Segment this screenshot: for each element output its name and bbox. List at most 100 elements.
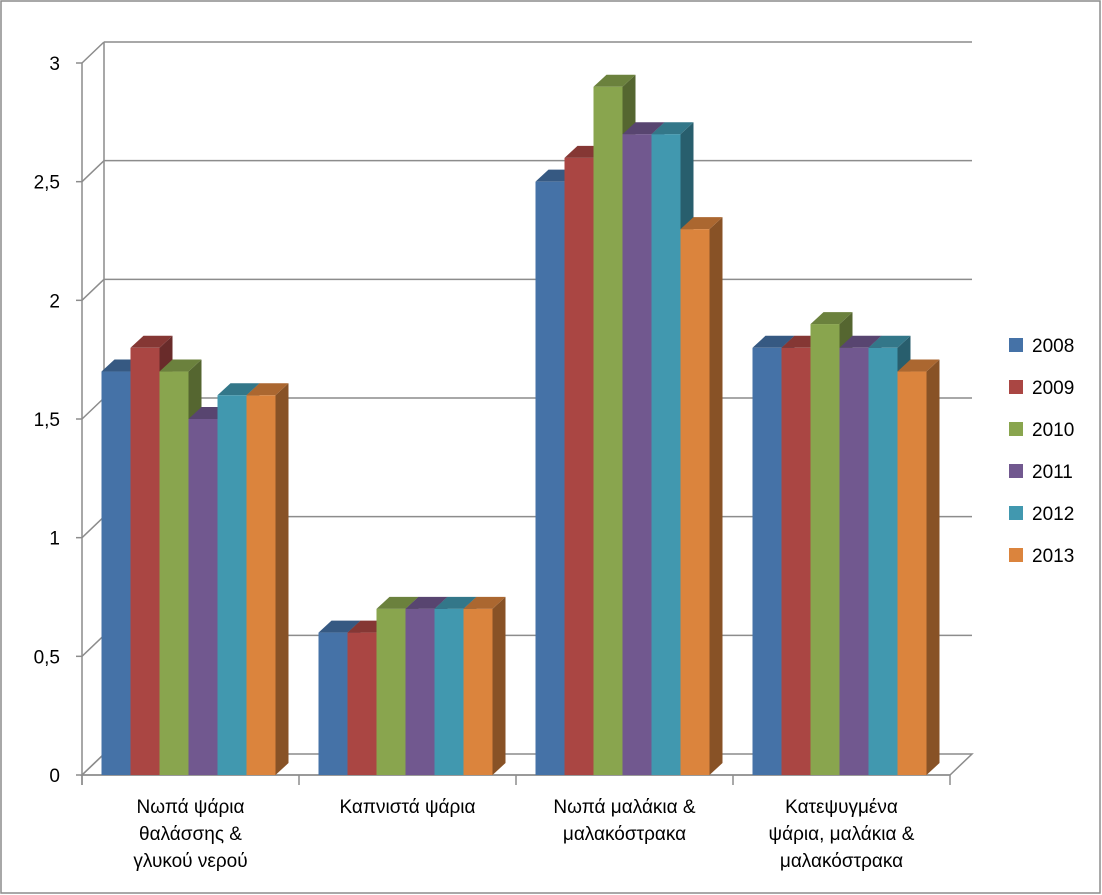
bar-front	[781, 347, 811, 775]
bar-front	[217, 395, 247, 775]
bar-front	[752, 347, 782, 775]
legend-label: 2008	[1032, 336, 1074, 357]
y-tick-label: 2	[49, 291, 60, 312]
legend-label: 2010	[1032, 420, 1074, 441]
category-label-line: μαλακόστρακα	[780, 851, 903, 872]
legend-swatch	[1009, 338, 1023, 352]
bar-top	[130, 335, 173, 348]
bar-top	[868, 335, 911, 348]
category-label-line: μαλακόστρακα	[563, 824, 686, 845]
bar-side	[275, 383, 289, 775]
bar-top	[810, 312, 853, 325]
bar-top	[651, 122, 694, 135]
gridline-depth	[81, 397, 105, 420]
bar-front	[868, 347, 898, 775]
bar-front	[564, 157, 594, 775]
legend-swatch	[1009, 506, 1023, 520]
category-label-line: Καπνιστά ψάρια	[339, 797, 475, 818]
legend-item: 2010	[1009, 420, 1074, 441]
category-label-line: γλυκού νερού	[133, 851, 247, 872]
bar-side	[709, 217, 723, 776]
bar-side	[492, 596, 506, 775]
legend-swatch	[1009, 464, 1023, 478]
bar	[463, 596, 506, 775]
bar-top	[434, 596, 477, 609]
bar-top	[217, 383, 260, 396]
bar-front	[434, 608, 464, 775]
legend-swatch	[1009, 548, 1023, 562]
y-tick-label: 1,5	[34, 410, 60, 431]
bar-front	[463, 608, 493, 775]
y-tick-label: 2,5	[34, 173, 60, 194]
legend-item: 2009	[1009, 378, 1074, 399]
category-label-line: Κατεψυγμένα	[785, 797, 898, 818]
category-label: Νωπά ψάρια θαλάσσης & γλυκού νερού	[133, 797, 247, 872]
legend-item: 2011	[1009, 462, 1073, 483]
bar-top	[246, 383, 289, 396]
bar-front	[159, 371, 189, 775]
bar-top	[752, 335, 795, 348]
category-label-line: Νωπά μαλάκια &	[553, 797, 696, 818]
bar-front	[535, 181, 565, 775]
gridline-depth	[81, 278, 105, 301]
bar-front	[593, 86, 623, 775]
bar-top	[318, 620, 361, 633]
bar-side	[926, 359, 940, 775]
bar-front	[347, 632, 377, 775]
category-label-line: ψάρια, μαλάκια &	[769, 824, 915, 845]
bar-front	[318, 632, 348, 775]
category-label: Κατεψυγμένα ψάρια, μαλάκια & μαλακόστρακα	[769, 797, 915, 872]
legend-label: 2012	[1032, 504, 1074, 525]
bar	[680, 217, 723, 776]
gridline-depth	[81, 41, 105, 64]
legend-item: 2012	[1009, 504, 1074, 525]
gridline-depth	[81, 516, 105, 539]
category-label-line: Νωπά ψάρια	[137, 797, 245, 818]
y-tick-label: 1	[49, 529, 60, 550]
gridline-depth	[81, 160, 105, 183]
bar-front	[622, 134, 652, 775]
legend-label: 2013	[1032, 546, 1074, 567]
bar-top	[463, 596, 506, 609]
bar-front	[130, 347, 160, 775]
bar-front	[651, 134, 681, 775]
bar-top	[405, 596, 448, 609]
bar-front	[839, 347, 869, 775]
y-tick-label: 3	[49, 54, 60, 75]
bar-top	[376, 596, 419, 609]
legend-item: 2008	[1009, 336, 1074, 357]
legend-swatch	[1009, 422, 1023, 436]
bar-front	[188, 419, 218, 775]
bar-front	[405, 608, 435, 775]
legend-label: 2009	[1032, 378, 1074, 399]
bar	[246, 383, 289, 775]
legend-label: 2011	[1032, 462, 1073, 483]
bar-top	[593, 74, 636, 87]
gridline-depth	[81, 634, 105, 657]
bar-front	[246, 395, 276, 775]
bar-front	[897, 371, 927, 775]
bar-top	[897, 359, 940, 372]
bar	[897, 359, 940, 775]
category-label-line: θαλάσσης &	[139, 824, 242, 845]
legend-item: 2013	[1009, 546, 1074, 567]
y-tick-label: 0,5	[34, 647, 60, 668]
bar-top	[839, 335, 882, 348]
y-tick-labels: 0 0,5 1 1,5 2 2,5 3	[34, 54, 60, 787]
legend-swatch	[1009, 380, 1023, 394]
category-label: Καπνιστά ψάρια	[339, 797, 475, 818]
category-label: Νωπά μαλάκια & μαλακόστρακα	[553, 797, 696, 845]
bar-front	[101, 371, 131, 775]
bar-front	[680, 229, 710, 776]
bar-front	[376, 608, 406, 775]
legend: 2008 2009 2010 2011 2012 2013	[1009, 336, 1074, 567]
y-tick-label: 0	[49, 766, 60, 787]
bar-front	[810, 324, 840, 775]
bar-top	[622, 122, 665, 135]
bar-top	[680, 217, 723, 230]
category-labels: Νωπά ψάρια θαλάσσης & γλυκού νερού Καπνιστά…	[133, 797, 914, 872]
bars	[101, 74, 940, 776]
bar-top	[159, 359, 202, 372]
